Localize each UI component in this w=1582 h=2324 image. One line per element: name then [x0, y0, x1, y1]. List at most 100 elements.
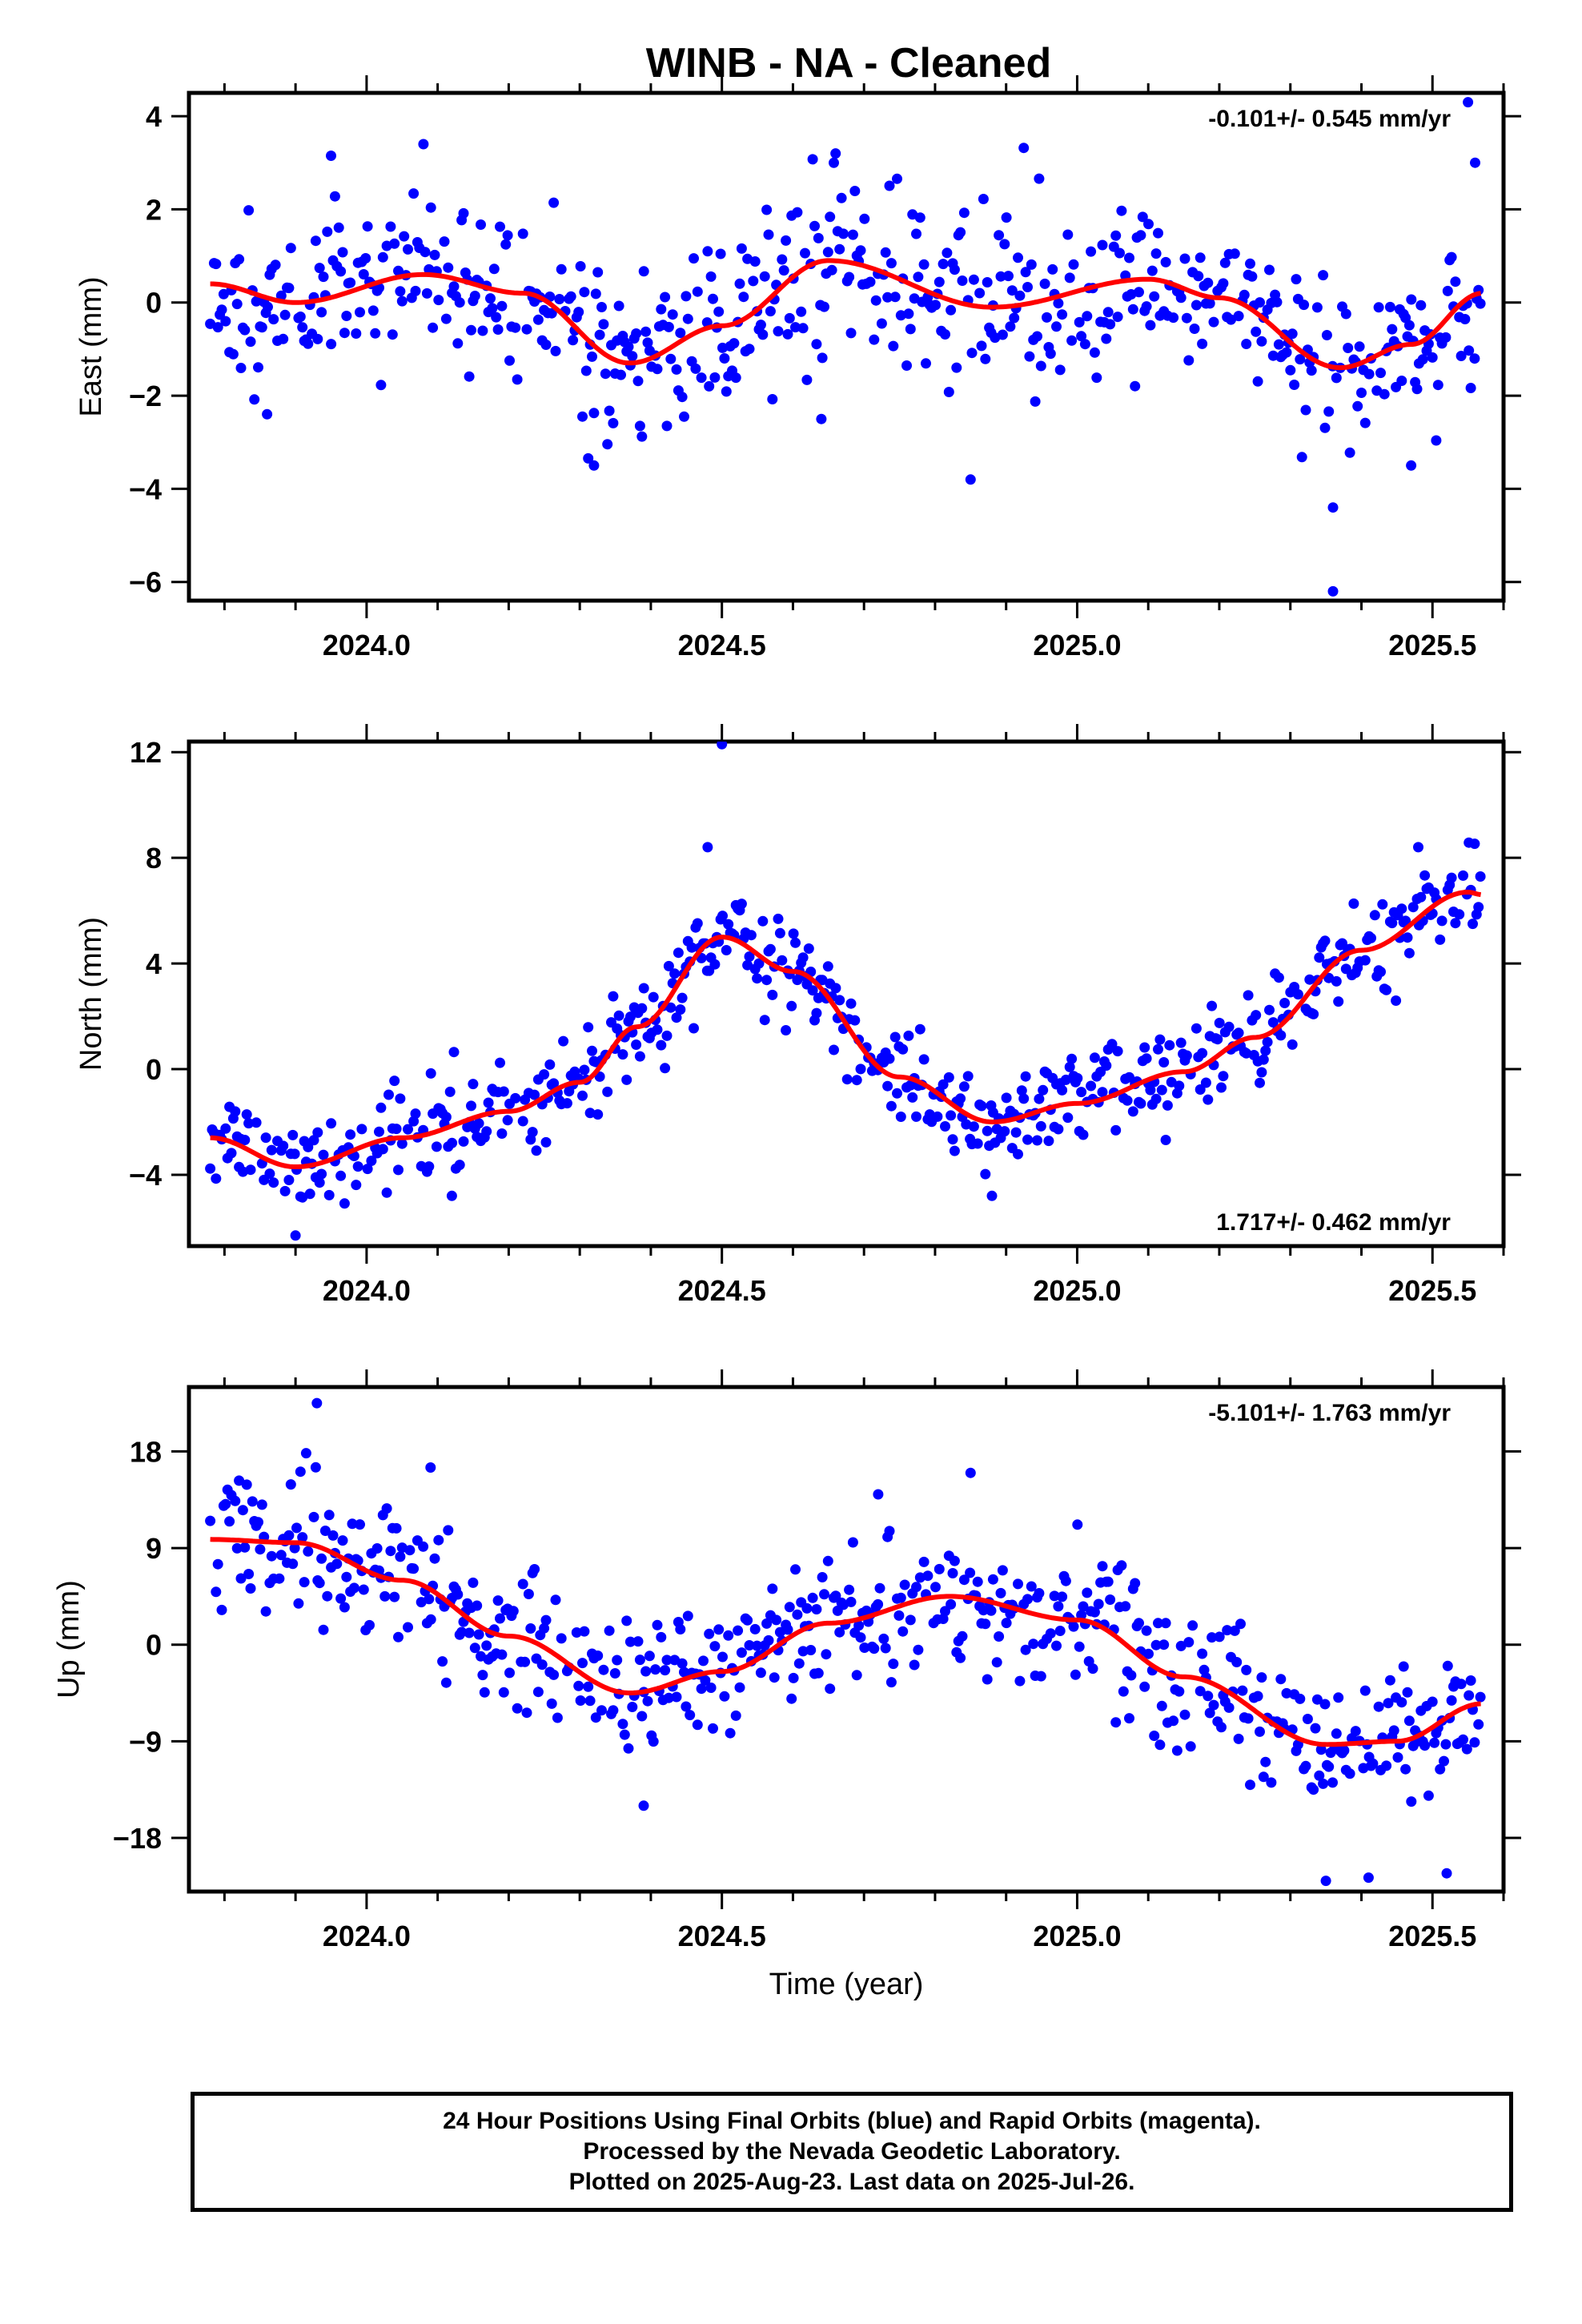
data-point: [713, 306, 725, 317]
data-point: [736, 1647, 747, 1659]
data-point: [477, 1670, 488, 1681]
data-point: [1134, 287, 1144, 298]
data-point: [623, 341, 634, 352]
data-point: [665, 353, 677, 364]
data-point: [1076, 1087, 1087, 1098]
data-point: [911, 1582, 921, 1593]
data-point: [389, 1591, 400, 1602]
data-point: [634, 1655, 645, 1666]
data-point: [671, 1012, 682, 1023]
data-point: [1292, 989, 1303, 1000]
data-point: [1287, 328, 1298, 340]
data-point: [753, 958, 765, 969]
data-point: [1411, 384, 1423, 395]
data-point: [1392, 1752, 1403, 1763]
data-point: [1026, 259, 1037, 270]
north-x-tick-label: 2025.0: [1033, 1274, 1121, 1307]
data-point: [874, 1582, 885, 1594]
data-point: [811, 339, 822, 350]
data-point: [1460, 314, 1471, 324]
data-point: [955, 227, 966, 238]
data-point: [1435, 1763, 1446, 1775]
data-point: [264, 1168, 275, 1180]
data-point: [847, 229, 858, 240]
data-point: [403, 1622, 413, 1633]
data-point: [469, 1642, 480, 1654]
data-point: [801, 374, 813, 385]
data-point: [552, 1712, 563, 1723]
data-point: [759, 271, 770, 282]
data-point: [456, 1626, 468, 1638]
data-point: [308, 1135, 319, 1146]
data-point: [982, 277, 993, 287]
data-point: [1379, 388, 1390, 400]
data-point: [1295, 354, 1306, 365]
data-point: [495, 1613, 505, 1624]
data-point: [994, 230, 1005, 241]
data-point: [577, 1658, 588, 1669]
data-point: [976, 1100, 987, 1112]
data-point: [421, 287, 432, 299]
data-point: [965, 474, 976, 485]
data-point: [782, 1624, 793, 1635]
data-point: [1473, 1719, 1484, 1730]
data-point: [1207, 1632, 1218, 1643]
data-point: [878, 1633, 889, 1644]
data-point: [677, 1658, 688, 1669]
data-point: [396, 296, 408, 307]
data-point: [1381, 984, 1392, 995]
data-point: [769, 1672, 780, 1683]
data-point: [892, 1088, 902, 1099]
data-point: [1078, 1129, 1089, 1140]
data-point: [1051, 1640, 1062, 1651]
data-point: [312, 1127, 323, 1138]
data-point: [289, 1542, 300, 1554]
data-point: [1032, 331, 1042, 342]
data-point: [870, 295, 881, 306]
data-point: [1251, 1010, 1262, 1021]
data-point: [1229, 248, 1240, 259]
data-point: [1160, 1135, 1171, 1145]
data-point: [1174, 1080, 1185, 1092]
data-point: [617, 1049, 628, 1060]
data-point: [648, 1736, 659, 1747]
data-point: [322, 226, 333, 237]
data-point: [1296, 452, 1307, 463]
data-point: [1363, 368, 1375, 380]
data-point: [681, 291, 692, 302]
up-y-tick-label: −18: [113, 1822, 162, 1855]
data-point: [765, 943, 776, 955]
data-point: [958, 1081, 970, 1092]
data-point: [205, 1163, 216, 1174]
data-point: [1026, 1581, 1037, 1592]
data-point: [922, 1570, 934, 1582]
data-point: [909, 1659, 920, 1671]
north-y-tick-label: 0: [146, 1053, 162, 1086]
east-y-tick-label: 0: [146, 287, 162, 320]
data-point: [1207, 1000, 1218, 1011]
data-point: [755, 1667, 766, 1679]
data-point: [845, 998, 857, 1009]
data-point: [918, 1054, 930, 1065]
data-point: [428, 322, 439, 333]
data-point: [1020, 1071, 1031, 1082]
data-point: [955, 1093, 966, 1104]
data-point: [749, 1623, 761, 1634]
data-point: [790, 322, 801, 333]
data-point: [736, 243, 747, 254]
data-point: [355, 307, 365, 318]
data-point: [986, 1605, 997, 1616]
data-point: [1470, 157, 1480, 168]
data-point: [1281, 1687, 1292, 1699]
data-point: [1195, 1686, 1206, 1697]
data-point: [251, 296, 262, 307]
data-point: [1197, 1047, 1208, 1059]
data-point: [1387, 918, 1398, 929]
data-point: [385, 221, 396, 232]
data-point: [1102, 307, 1114, 318]
data-point: [573, 1680, 584, 1691]
data-point: [949, 264, 960, 275]
data-point: [483, 1097, 494, 1108]
data-point: [1350, 1726, 1361, 1737]
data-point: [704, 380, 715, 392]
